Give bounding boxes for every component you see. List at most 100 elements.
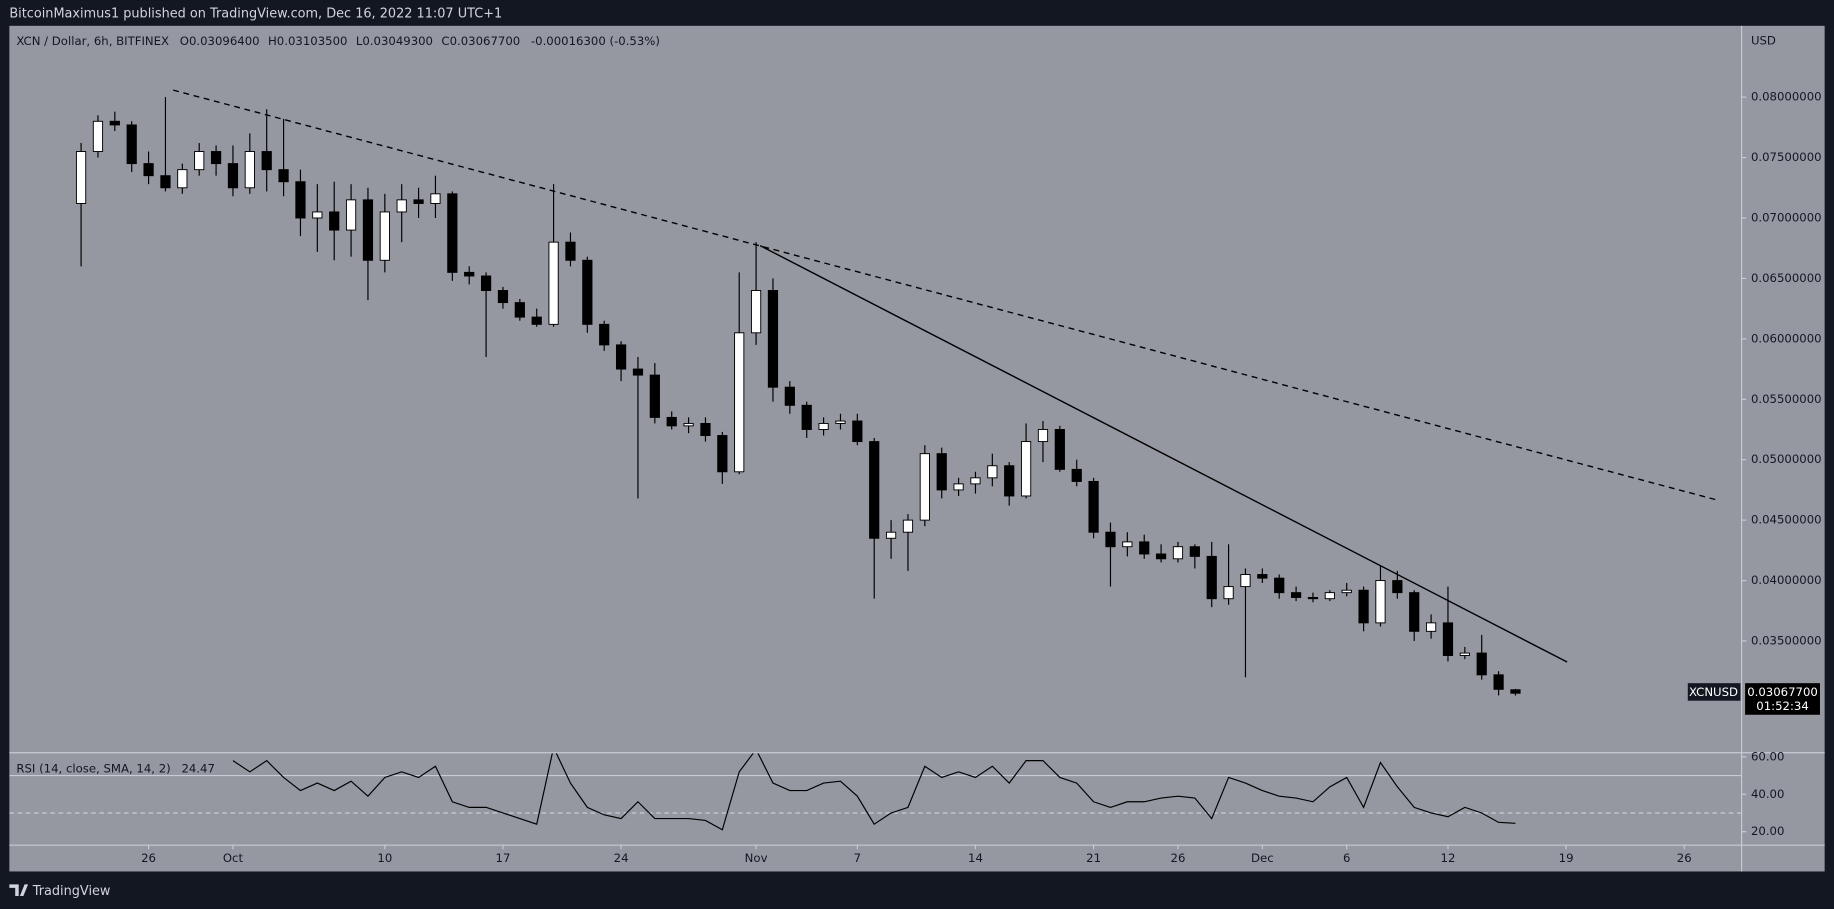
candle-body xyxy=(582,259,593,325)
axes: 0.03500000 0.04000000 0.04500000 0.05000000… xyxy=(141,90,1821,865)
candle-body xyxy=(1037,429,1049,443)
candle-body xyxy=(278,169,289,183)
candle-body xyxy=(109,120,120,126)
axis-unit: USD xyxy=(1751,34,1776,48)
candle-body xyxy=(1020,441,1032,497)
candle-body xyxy=(1189,546,1200,557)
candle-body xyxy=(1223,586,1234,600)
candle-body xyxy=(514,302,525,318)
rsi-tick-label: 60.00 xyxy=(1751,749,1784,763)
logo-icon xyxy=(9,884,29,897)
candle-body xyxy=(1122,541,1133,548)
candle-body xyxy=(1155,553,1167,560)
y-tick-label: 0.07500000 xyxy=(1751,150,1822,164)
ohlc-value: 0.03049300 xyxy=(362,34,433,48)
candle-body xyxy=(1105,531,1116,548)
x-tick-label: 21 xyxy=(1086,851,1101,865)
candle-body xyxy=(92,120,104,152)
symbol-tag-text: XCNUSD xyxy=(1689,685,1738,699)
candle-body xyxy=(869,441,880,539)
x-tick-label: 10 xyxy=(377,851,392,865)
candle-body xyxy=(1341,589,1352,594)
candle-body xyxy=(885,531,897,539)
y-tick-label: 0.04500000 xyxy=(1751,513,1822,527)
candle-body xyxy=(244,151,255,189)
candle-body xyxy=(160,175,171,189)
candle-body xyxy=(1206,555,1217,600)
candle-body xyxy=(801,404,812,430)
candle-body xyxy=(700,422,711,436)
x-tick-label: 14 xyxy=(968,851,983,865)
candle-body xyxy=(852,420,863,443)
candle-body xyxy=(261,151,272,171)
candle-body xyxy=(312,211,323,219)
candle-body xyxy=(1004,465,1015,497)
x-tick-label: 17 xyxy=(496,851,511,865)
ohlc-key: L xyxy=(356,34,363,48)
candle-body xyxy=(497,290,509,304)
candle-body xyxy=(1459,652,1470,656)
candle-body xyxy=(447,193,458,273)
candle-body xyxy=(126,124,137,165)
candle-body xyxy=(143,163,154,177)
candle-body xyxy=(227,163,239,189)
candle-body xyxy=(1088,480,1099,533)
candle-body xyxy=(430,193,441,204)
candle-body xyxy=(396,199,407,213)
candle-body xyxy=(1493,674,1504,690)
candle-body xyxy=(767,290,779,388)
x-tick-label: 24 xyxy=(614,851,629,865)
candle-body xyxy=(1307,597,1319,600)
candle-body xyxy=(1358,589,1369,624)
candle-body xyxy=(548,241,559,325)
x-tick-label: Dec xyxy=(1251,851,1274,865)
y-tick-label: 0.07000000 xyxy=(1751,210,1822,224)
x-tick-label: Nov xyxy=(745,851,768,865)
candle-body xyxy=(649,374,660,418)
candle-body xyxy=(345,199,357,231)
candle-body xyxy=(379,211,390,261)
candle-body xyxy=(615,344,627,370)
ohlc-key: C xyxy=(441,34,449,48)
candle-body xyxy=(1476,652,1487,676)
y-tick-label: 0.05000000 xyxy=(1751,452,1822,466)
ohlc-key: H xyxy=(268,34,277,48)
rsi-label: RSI (14, close, SMA, 14, 2) xyxy=(16,761,170,775)
chart-background xyxy=(9,25,1825,872)
candle-body xyxy=(1257,574,1268,579)
x-tick-label: 26 xyxy=(1171,851,1186,865)
x-tick-label: 26 xyxy=(141,851,156,865)
footer-logo: TradingView xyxy=(9,884,110,899)
candle-body xyxy=(565,241,576,261)
legend: XCN / Dollar, 6h, BITFINEX O0.03096400 H… xyxy=(16,34,660,48)
candle-body xyxy=(1510,689,1521,694)
candle-body xyxy=(177,169,188,189)
x-tick-label: Oct xyxy=(223,851,244,865)
y-tick-label: 0.06500000 xyxy=(1751,271,1822,285)
candle-body xyxy=(1375,580,1386,624)
candle-body xyxy=(750,290,762,334)
candle-body xyxy=(1290,592,1302,598)
rsi-value: 24.47 xyxy=(181,761,214,775)
price-tag-countdown: 01:52:34 xyxy=(1756,699,1809,713)
candle-body xyxy=(936,453,947,491)
candle-body xyxy=(784,386,795,406)
rsi-tick-label: 40.00 xyxy=(1751,787,1784,801)
candle-body xyxy=(1274,577,1285,594)
candle-body xyxy=(210,151,222,165)
brand: TradingView xyxy=(32,884,111,899)
symbol-title: XCN / Dollar, 6h, BITFINEX xyxy=(16,34,169,48)
x-tick-label: 7 xyxy=(854,851,861,865)
candle-body xyxy=(734,332,745,473)
y-tick-label: 0.08000000 xyxy=(1751,90,1822,104)
publisher-line: BitcoinMaximus1 published on TradingView… xyxy=(9,7,502,22)
candle-body xyxy=(329,211,340,231)
candle-body xyxy=(818,422,829,430)
candle-body xyxy=(970,477,981,485)
x-tick-label: 12 xyxy=(1441,851,1456,865)
candle-body xyxy=(1425,622,1437,632)
rsi-line xyxy=(232,753,1516,831)
main-pane xyxy=(75,89,1720,696)
